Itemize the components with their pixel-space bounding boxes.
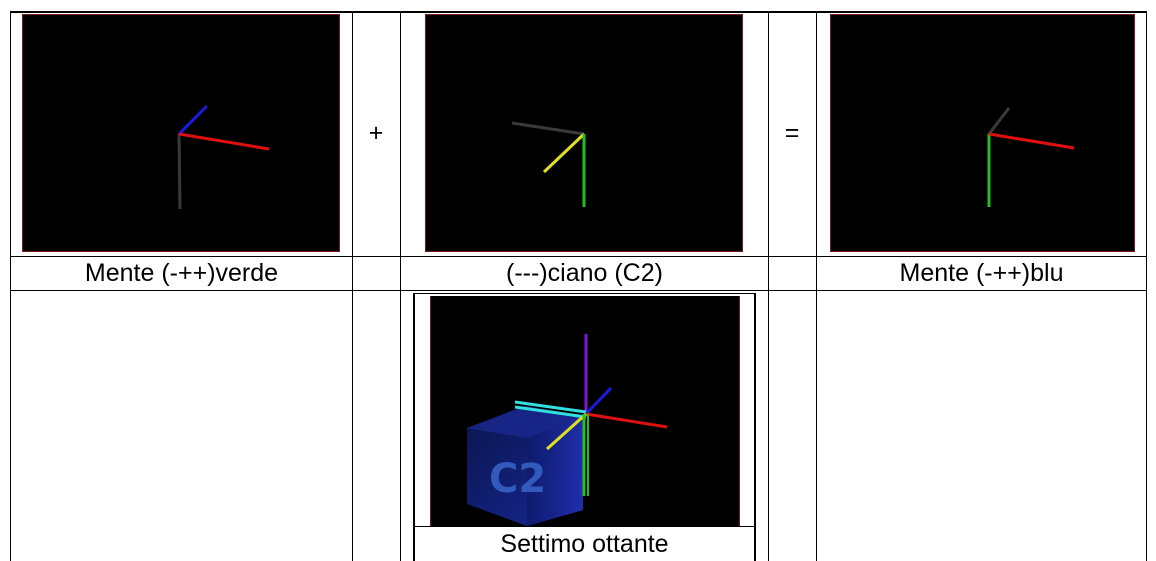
- gray-axis: [177, 133, 182, 210]
- axes-image-mente-blu: [830, 14, 1135, 252]
- caption-settimo-ottante: Settimo ottante: [500, 530, 669, 558]
- cyan-axis-2: [514, 405, 587, 419]
- table-top-border: [10, 11, 1147, 13]
- gray-axis: [987, 107, 1011, 135]
- equals-operator: =: [784, 119, 800, 147]
- cyan-axis-1: [514, 400, 587, 414]
- col1-right-border: [352, 11, 353, 561]
- axes-graphic-ciano: [511, 121, 586, 207]
- caption-mente-verde: Mente (-++)verde: [84, 259, 279, 287]
- nested-figure-box: C2 Settimo ottante: [413, 293, 756, 561]
- nested-caption-top-border: [415, 526, 754, 527]
- col2-right-border: [400, 11, 401, 561]
- cube-axes-image: C2: [430, 296, 740, 526]
- yellow-axis: [542, 132, 586, 174]
- gray-axis: [511, 121, 585, 136]
- row1-bottom-border: [10, 256, 1147, 257]
- blue-axis: [177, 104, 209, 136]
- table-right-border: [1146, 11, 1147, 561]
- col3-right-border: [768, 11, 769, 561]
- col4-right-border: [816, 11, 817, 561]
- cube-label: C2: [489, 456, 546, 502]
- yellow-axis: [545, 412, 588, 451]
- axes-graphic-blu: [987, 107, 1075, 207]
- caption-mente-blu: Mente (-++)blu: [899, 259, 1064, 287]
- plus-operator: +: [368, 119, 384, 147]
- red-axis: [178, 132, 270, 151]
- cube-axes-graphic: C2: [467, 334, 668, 526]
- blue-axis: [584, 386, 613, 416]
- red-axis: [585, 412, 668, 429]
- cube-side-face: [527, 416, 583, 526]
- caption-row-bottom-border: [10, 290, 1147, 291]
- axes-image-ciano: [425, 14, 743, 252]
- table-left-border: [10, 11, 11, 561]
- caption-ciano: (---)ciano (C2): [506, 259, 663, 287]
- axes-image-mente-verde: [22, 14, 340, 252]
- axes-graphic-verde: [177, 104, 270, 210]
- red-axis: [988, 132, 1075, 150]
